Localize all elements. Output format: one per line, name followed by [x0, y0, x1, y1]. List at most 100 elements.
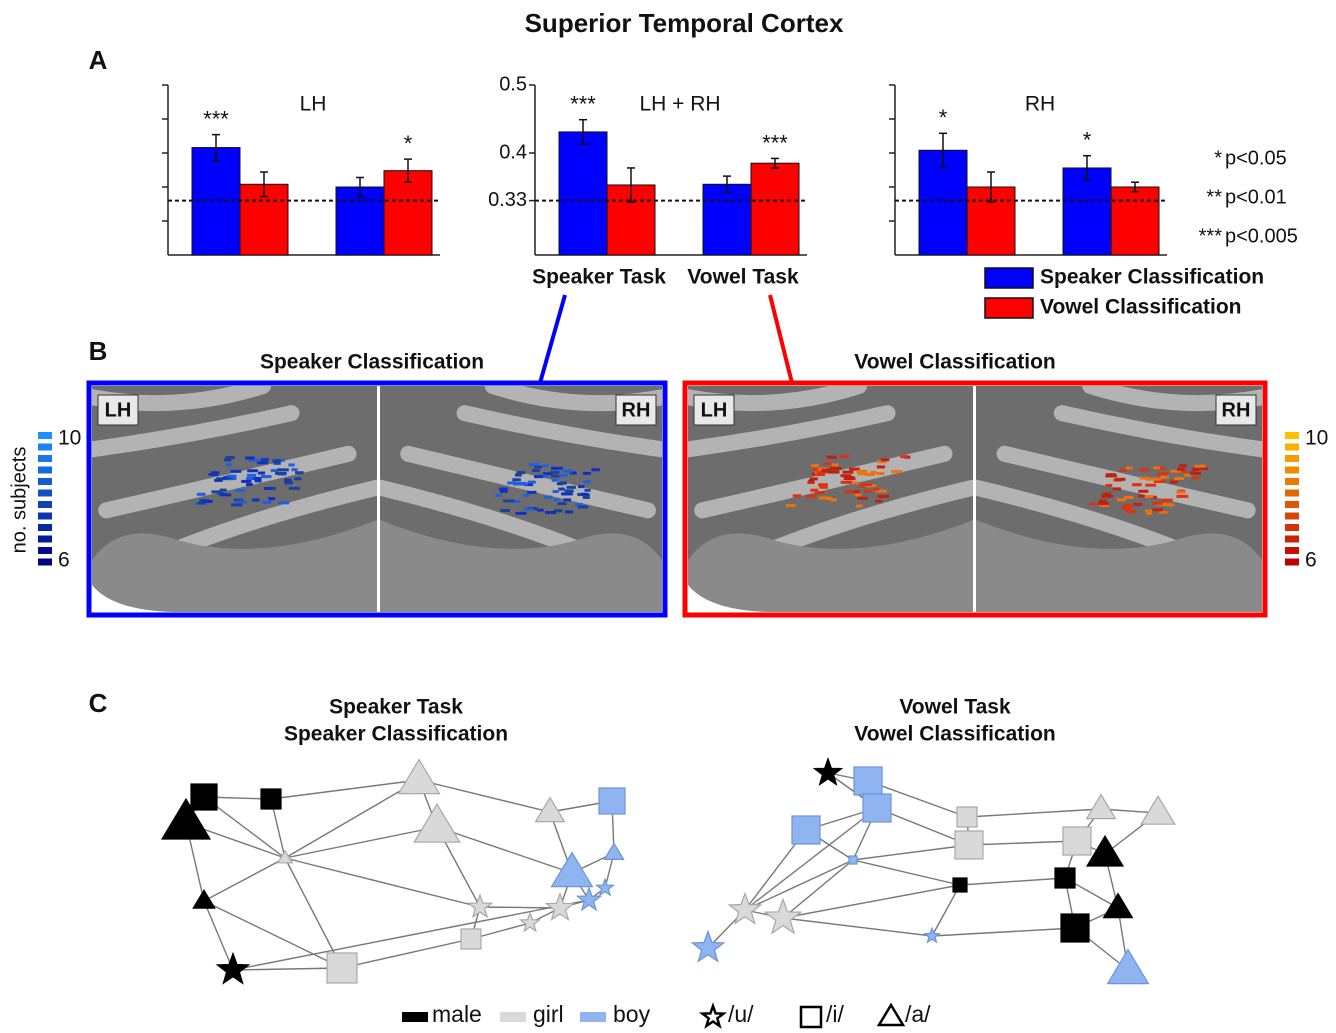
colorbar-step [38, 524, 52, 531]
legend-label: /a/ [905, 1001, 931, 1027]
edge [932, 928, 1075, 936]
colorbar-step [1285, 513, 1299, 520]
activation [499, 487, 508, 490]
colorbar-max: 10 [58, 427, 81, 450]
activation [1138, 495, 1145, 498]
edge [271, 780, 419, 799]
node [955, 831, 983, 859]
activation [810, 489, 818, 492]
activation [1195, 465, 1206, 468]
edge [783, 860, 853, 918]
activation [1126, 510, 1136, 513]
activation [1116, 478, 1126, 481]
legend-label: Vowel Classification [1040, 296, 1242, 319]
activation [856, 470, 867, 473]
bar [1111, 187, 1159, 255]
colorbar-step [38, 559, 52, 566]
activation [822, 469, 831, 472]
activation [532, 469, 540, 472]
activation [554, 498, 560, 501]
edge [233, 968, 342, 970]
activation [1153, 466, 1160, 469]
activation [1105, 474, 1117, 477]
node [217, 954, 248, 984]
node [399, 760, 440, 794]
activation [841, 481, 852, 484]
significance-star: *** [762, 130, 788, 155]
activation [523, 494, 529, 497]
figure: Superior Temporal Cortex A B C LH****0.3… [0, 0, 1336, 1033]
legend-swatch [500, 1012, 526, 1022]
edge [233, 900, 589, 970]
activation [1170, 481, 1178, 484]
legend-label: girl [533, 1001, 564, 1027]
activation [558, 502, 567, 505]
figure-title: Superior Temporal Cortex [525, 8, 844, 38]
activation [236, 500, 246, 503]
colorbar-step [38, 444, 52, 451]
activation [1097, 502, 1109, 505]
activation [1138, 490, 1148, 493]
activation [1179, 464, 1187, 467]
activation [875, 500, 882, 503]
legend-label: boy [613, 1001, 651, 1027]
activation [1176, 495, 1188, 498]
activation [817, 473, 825, 476]
activation [247, 474, 256, 477]
activation [584, 489, 590, 492]
colorbar-step [1285, 467, 1299, 474]
significance-star: * [1083, 128, 1092, 153]
edge [285, 858, 342, 968]
map-title: Vowel Classification [854, 351, 1056, 374]
edge [342, 939, 471, 968]
node [792, 816, 820, 844]
activation [529, 463, 540, 466]
node [546, 894, 573, 920]
activation [864, 490, 871, 493]
activation [1117, 498, 1126, 501]
activation [830, 467, 842, 470]
activation [241, 480, 251, 483]
colorbar-step [1285, 524, 1299, 531]
colorbar-step [38, 490, 52, 497]
hemi-label: RH [622, 399, 651, 421]
colorbar-max: 10 [1305, 427, 1328, 450]
activation [224, 458, 231, 461]
legend-swatch [402, 1012, 428, 1022]
activation [591, 468, 599, 471]
activation [1126, 467, 1133, 470]
activation [214, 479, 222, 482]
activation [294, 477, 301, 480]
activation [583, 480, 590, 483]
node [552, 853, 593, 887]
activation [261, 458, 269, 461]
legend-label: /i/ [826, 1001, 845, 1027]
connector [770, 295, 792, 383]
activation [857, 497, 867, 500]
bar [559, 132, 607, 255]
activation [832, 463, 839, 466]
activation [275, 472, 287, 475]
significance-star: * [939, 105, 948, 130]
map-title: Speaker Classification [260, 351, 484, 374]
y-tick-label: 0.33 [488, 189, 527, 211]
activation [1145, 484, 1156, 487]
colorbar-step [1285, 547, 1299, 554]
significance-label: p<0.005 [1225, 225, 1298, 247]
activation [261, 475, 272, 478]
significance-label: p<0.05 [1225, 147, 1287, 169]
activation [900, 455, 908, 458]
significance-star: *** [570, 91, 596, 116]
node [191, 784, 217, 810]
activation [841, 474, 852, 477]
node [801, 1007, 821, 1027]
activation [231, 503, 242, 506]
node [814, 759, 841, 785]
activation [578, 485, 585, 488]
node [327, 953, 357, 983]
activation [527, 491, 536, 494]
edge [967, 809, 1101, 817]
activation [1192, 476, 1198, 479]
activation [811, 464, 819, 467]
edge [853, 860, 960, 885]
